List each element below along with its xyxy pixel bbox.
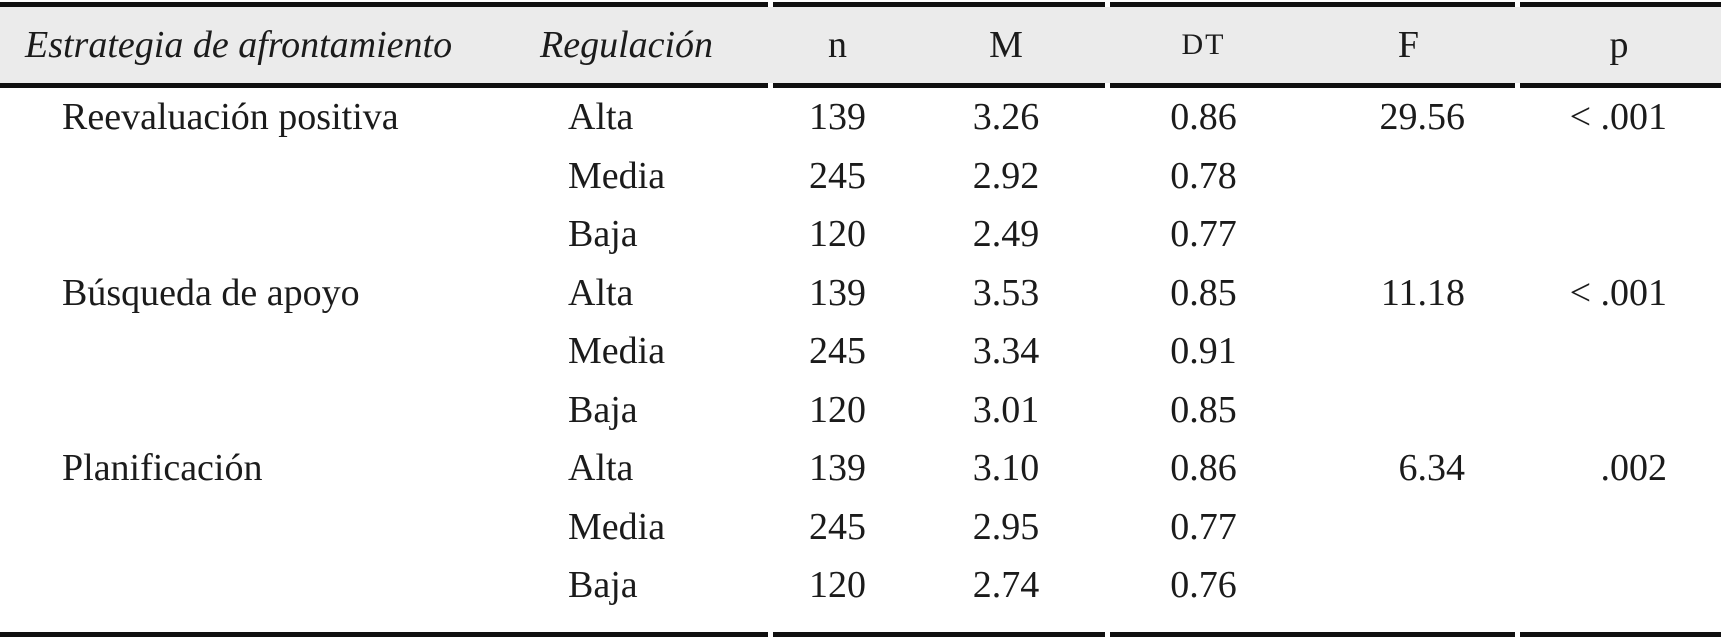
cell-m: 2.49 xyxy=(972,213,1040,256)
cell-m: 3.53 xyxy=(972,271,1040,314)
cell-n: 139 xyxy=(809,447,866,490)
cell-regulacion: Media xyxy=(568,154,666,197)
bottom-rule xyxy=(0,632,1721,637)
table-row: Media 245 2.95 0.77 xyxy=(0,498,1721,557)
cell-n: 245 xyxy=(809,330,866,373)
cell-p: .002 xyxy=(1600,447,1668,490)
header-cell-estrategia: Estrategia de afrontamiento xyxy=(25,24,453,66)
cell-regulacion: Media xyxy=(568,330,666,373)
empty-cell xyxy=(0,381,470,440)
cell-m: 2.92 xyxy=(972,154,1040,197)
cell-f: 6.34 xyxy=(1398,447,1466,490)
header-cell-m: M xyxy=(989,24,1023,66)
cell-n: 120 xyxy=(809,388,866,431)
cell-p: < .001 xyxy=(1569,271,1667,314)
header-bottom-rule xyxy=(0,83,1721,88)
header-cell-f: F xyxy=(1397,24,1420,66)
table-row: Baja 120 3.01 0.85 xyxy=(0,381,1721,440)
cell-dt: 0.77 xyxy=(1170,213,1237,256)
empty-cell xyxy=(1517,381,1721,440)
cell-n: 245 xyxy=(809,154,866,197)
cell-regulacion: Media xyxy=(568,505,666,548)
table-row: Baja 120 2.49 0.77 xyxy=(0,205,1721,264)
cell-regulacion: Baja xyxy=(568,564,638,607)
cell-m: 2.95 xyxy=(972,505,1040,548)
cell-f: 29.56 xyxy=(1379,96,1466,139)
cell-dt: 0.76 xyxy=(1170,564,1237,607)
empty-cell xyxy=(1300,498,1517,557)
cell-dt: 0.85 xyxy=(1170,271,1237,314)
cell-n: 120 xyxy=(809,213,866,256)
table-header-row: Estrategia de afrontamiento Regulación n… xyxy=(0,7,1721,83)
cell-m: 3.34 xyxy=(972,330,1040,373)
empty-cell xyxy=(0,205,470,264)
table-row: Reevaluación positiva Alta 139 3.26 0.86… xyxy=(0,88,1721,147)
cell-regulacion: Baja xyxy=(568,213,638,256)
table-body: Reevaluación positiva Alta 139 3.26 0.86… xyxy=(0,88,1721,632)
empty-cell xyxy=(1300,556,1517,615)
cell-dt: 0.85 xyxy=(1170,388,1237,431)
empty-cell xyxy=(0,556,470,615)
empty-cell xyxy=(1517,205,1721,264)
empty-cell xyxy=(1300,381,1517,440)
empty-cell xyxy=(1300,147,1517,206)
dt-smallcaps-label: DT xyxy=(1181,28,1226,61)
empty-cell xyxy=(0,147,470,206)
group-label: Búsqueda de apoyo xyxy=(62,271,360,314)
cell-f: 11.18 xyxy=(1380,271,1465,314)
cell-m: 3.10 xyxy=(972,447,1040,490)
empty-cell xyxy=(1517,498,1721,557)
cell-dt: 0.86 xyxy=(1170,447,1237,490)
cell-p: < .001 xyxy=(1569,96,1667,139)
cell-m: 2.74 xyxy=(972,564,1040,607)
cell-dt: 0.78 xyxy=(1170,154,1237,197)
empty-cell xyxy=(1517,147,1721,206)
empty-cell xyxy=(1517,556,1721,615)
group-label: Planificación xyxy=(62,447,263,490)
cell-m: 3.01 xyxy=(972,388,1040,431)
empty-cell xyxy=(1517,322,1721,381)
table-row: Búsqueda de apoyo Alta 139 3.53 0.85 11.… xyxy=(0,264,1721,323)
empty-cell xyxy=(0,498,470,557)
header-cell-p: p xyxy=(1609,24,1629,66)
cell-regulacion: Baja xyxy=(568,388,638,431)
table-row: Media 245 3.34 0.91 xyxy=(0,322,1721,381)
table-row: Planificación Alta 139 3.10 0.86 6.34 .0… xyxy=(0,439,1721,498)
cell-n: 120 xyxy=(809,564,866,607)
cell-n: 245 xyxy=(809,505,866,548)
table-row: Media 245 2.92 0.78 xyxy=(0,147,1721,206)
cell-regulacion: Alta xyxy=(568,447,634,490)
cell-n: 139 xyxy=(809,96,866,139)
cell-regulacion: Alta xyxy=(568,271,634,314)
header-cell-dt: DT xyxy=(1107,7,1300,83)
cell-m: 3.26 xyxy=(972,96,1040,139)
cell-dt: 0.77 xyxy=(1170,505,1237,548)
top-rule xyxy=(0,2,1721,7)
empty-cell xyxy=(1300,322,1517,381)
header-cell-regulacion: Regulación xyxy=(540,24,714,66)
empty-cell xyxy=(1300,205,1517,264)
cell-dt: 0.86 xyxy=(1170,96,1237,139)
empty-cell xyxy=(0,322,470,381)
cell-n: 139 xyxy=(809,271,866,314)
group-label: Reevaluación positiva xyxy=(62,96,399,139)
header-cell-n: n xyxy=(828,24,847,66)
cell-dt: 0.91 xyxy=(1170,330,1237,373)
cell-regulacion: Alta xyxy=(568,96,634,139)
table-row: Baja 120 2.74 0.76 xyxy=(0,556,1721,615)
